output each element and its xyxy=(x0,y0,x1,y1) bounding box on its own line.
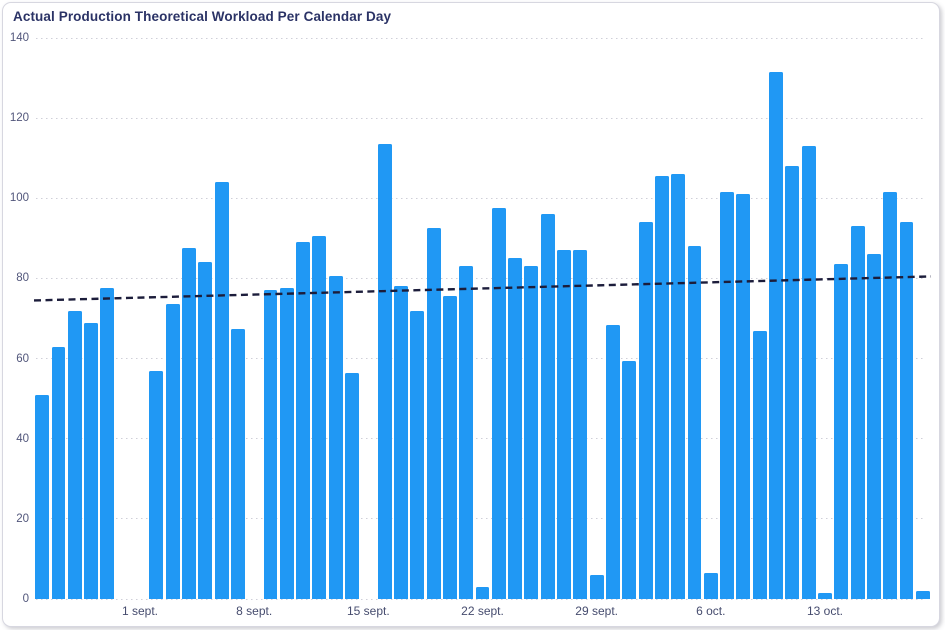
bar[interactable] xyxy=(622,360,637,599)
bar[interactable] xyxy=(736,194,751,599)
gridline xyxy=(36,37,924,39)
gridline xyxy=(36,438,924,440)
bar[interactable] xyxy=(35,394,50,599)
bar[interactable] xyxy=(67,310,82,599)
y-axis-tick-label: 20 xyxy=(16,512,29,525)
bar[interactable] xyxy=(508,258,523,599)
bar[interactable] xyxy=(345,372,359,599)
bar[interactable] xyxy=(850,226,865,599)
bar[interactable] xyxy=(752,330,767,599)
bar[interactable] xyxy=(540,214,555,599)
bar[interactable] xyxy=(654,176,669,599)
bar[interactable] xyxy=(230,328,245,599)
bar[interactable] xyxy=(198,262,213,599)
bar[interactable] xyxy=(312,236,327,599)
bar[interactable] xyxy=(818,593,832,599)
y-axis: 0 20 40 60 80 100 120 140 xyxy=(3,32,29,605)
x-axis-tick-label: 15 sept. xyxy=(346,604,390,618)
bar[interactable] xyxy=(279,288,294,599)
bar[interactable] xyxy=(214,182,229,599)
gridline xyxy=(36,598,924,600)
x-axis-tick-label: 29 sept. xyxy=(575,604,618,618)
y-axis-tick-label: 100 xyxy=(9,192,29,205)
bar[interactable] xyxy=(720,192,735,599)
bar[interactable] xyxy=(638,222,653,599)
bar[interactable] xyxy=(100,288,115,599)
bar[interactable] xyxy=(51,346,66,599)
y-axis-tick-label: 40 xyxy=(16,432,29,445)
bar[interactable] xyxy=(899,222,914,599)
x-axis-tick-label: 6 oct. xyxy=(696,604,726,618)
bar[interactable] xyxy=(165,304,180,599)
bar[interactable] xyxy=(491,208,506,599)
x-axis: 1 sept. 8 sept. 15 sept. 22 sept. 29 sept. 6 … xyxy=(34,603,931,626)
bar[interactable] xyxy=(834,264,849,599)
bar[interactable] xyxy=(606,324,620,599)
chart-title: Actual Production Theoretical Workload P… xyxy=(13,9,392,24)
bar[interactable] xyxy=(475,586,490,599)
y-axis-tick-label: 120 xyxy=(9,112,29,125)
gridline xyxy=(36,518,924,520)
bar[interactable] xyxy=(296,242,311,599)
y-axis-tick-label: 0 xyxy=(22,593,29,605)
bar[interactable] xyxy=(426,228,441,599)
bar[interactable] xyxy=(263,290,278,599)
bar[interactable] xyxy=(915,591,930,599)
bar[interactable] xyxy=(589,574,604,599)
y-axis-tick-label: 80 xyxy=(16,272,29,285)
x-axis-tick-label: 1 sept. xyxy=(121,604,159,618)
bar[interactable] xyxy=(573,250,588,599)
bar[interactable] xyxy=(84,322,99,599)
bar[interactable] xyxy=(687,246,702,599)
x-axis-tick-label: 8 sept. xyxy=(236,604,273,618)
bar[interactable] xyxy=(442,296,457,599)
bar[interactable] xyxy=(866,254,881,599)
bar[interactable] xyxy=(149,370,164,599)
bar[interactable] xyxy=(524,266,539,599)
bar[interactable] xyxy=(557,250,571,599)
y-axis-tick-label: 60 xyxy=(16,352,29,365)
bar[interactable] xyxy=(328,276,343,599)
x-axis-tick-label: 22 sept. xyxy=(461,604,504,618)
plot-area xyxy=(33,37,932,600)
bar[interactable] xyxy=(394,286,408,599)
bar[interactable] xyxy=(801,146,816,599)
bar[interactable] xyxy=(410,310,425,599)
gridline xyxy=(36,197,924,199)
gridline xyxy=(36,358,924,360)
gridline xyxy=(36,117,924,119)
x-axis-tick-label: 13 oct. xyxy=(806,604,843,618)
bar[interactable] xyxy=(769,72,783,599)
bar[interactable] xyxy=(377,144,392,599)
y-axis-tick-label: 140 xyxy=(9,32,29,44)
bar[interactable] xyxy=(703,572,718,599)
bar[interactable] xyxy=(883,192,898,599)
bar[interactable] xyxy=(459,266,474,599)
bar[interactable] xyxy=(181,248,196,599)
bar[interactable] xyxy=(671,174,686,599)
bar[interactable] xyxy=(785,166,800,599)
